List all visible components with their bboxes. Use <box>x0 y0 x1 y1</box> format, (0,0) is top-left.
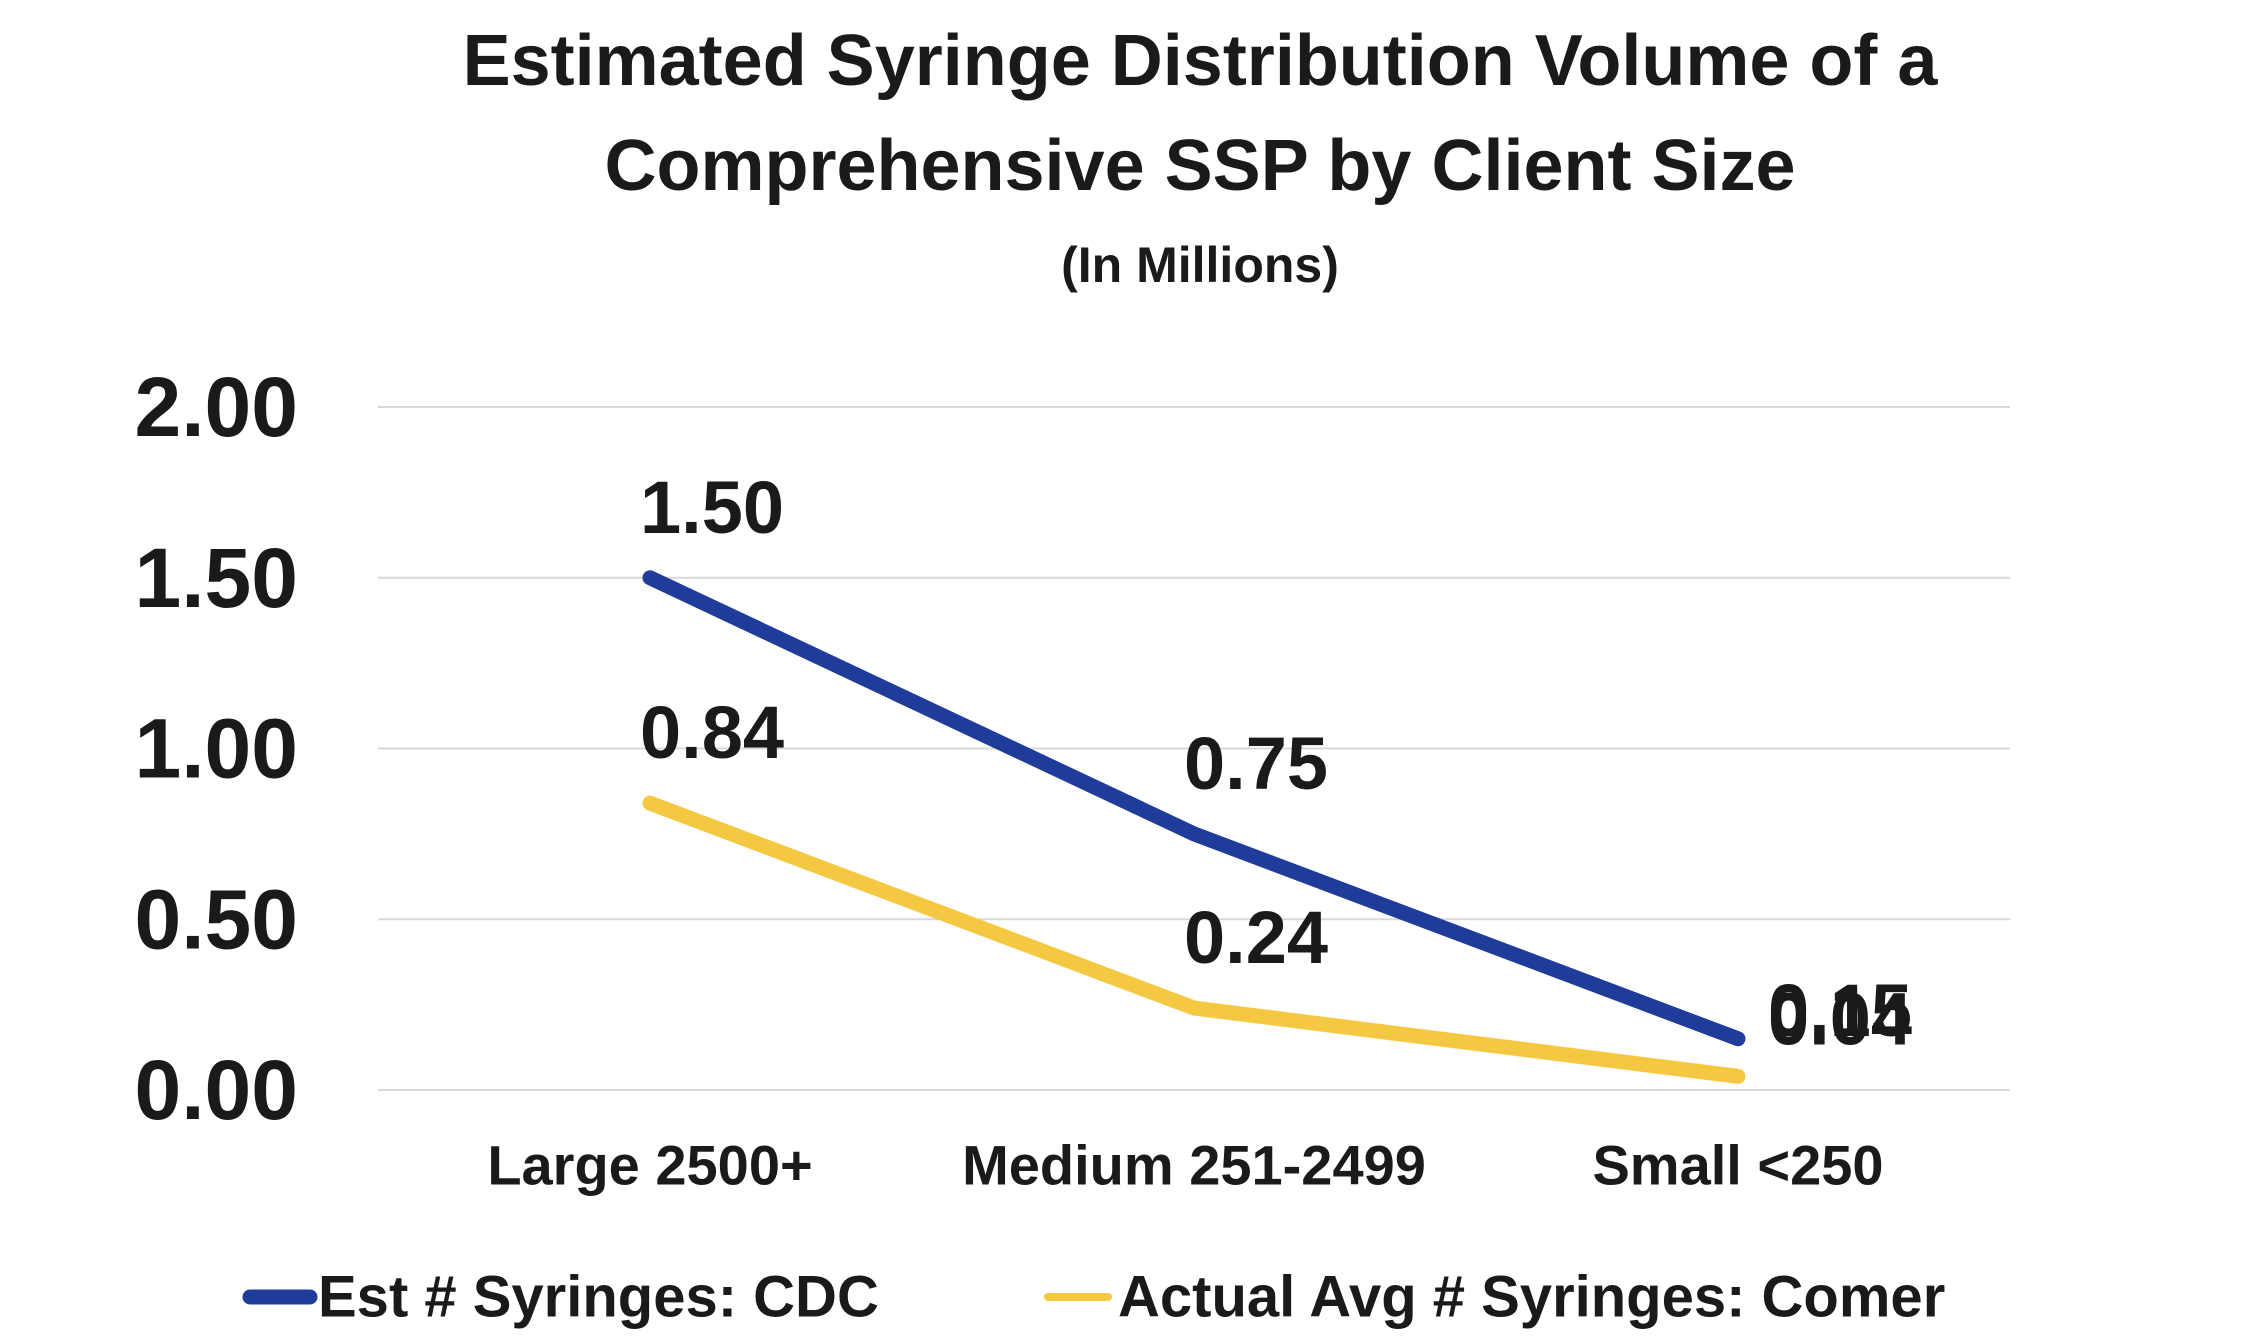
y-tick-label: 2.00 <box>135 360 299 454</box>
legend-label-1: Est # Syringes: CDC <box>318 1265 879 1330</box>
series-lines <box>642 570 1746 1084</box>
data-label: 0.15 <box>1768 969 1912 1052</box>
series-line-1 <box>642 570 1746 1047</box>
chart-title-line-1: Estimated Syringe Distribution Volume of… <box>463 21 1939 101</box>
data-label: 0.75 <box>1184 722 1328 805</box>
y-tick-label: 1.00 <box>135 702 299 796</box>
data-label: 0.24 <box>1184 896 1328 979</box>
data-labels: 1.50 0.75 0.15 0.84 0.24 0.04 <box>640 466 1912 1061</box>
y-tick-label: 0.00 <box>135 1043 299 1137</box>
x-axis-ticks: Large 2500+ Medium 251-2499 Small <250 <box>487 1134 1883 1197</box>
y-axis-ticks: 0.00 0.50 1.00 1.50 2.00 <box>135 360 299 1137</box>
x-tick-label: Large 2500+ <box>487 1134 812 1197</box>
data-label: 0.04 <box>1768 977 1912 1060</box>
y-tick-label: 0.50 <box>135 872 299 966</box>
data-label: 0.84 <box>640 691 784 774</box>
legend-label-2: Actual Avg # Syringes: Comer <box>1118 1265 1945 1330</box>
data-label: 1.50 <box>640 466 784 549</box>
legend: Est # Syringes: CDC Actual Avg # Syringes… <box>242 1265 1945 1330</box>
y-tick-label: 1.50 <box>135 531 299 625</box>
x-tick-label: Medium 251-2499 <box>962 1134 1426 1197</box>
chart-title-line-2: Comprehensive SSP by Client Size <box>604 126 1795 206</box>
series-line-2 <box>642 795 1746 1084</box>
x-tick-label: Small <250 <box>1592 1134 1883 1197</box>
chart-title: Estimated Syringe Distribution Volume of… <box>463 21 1939 206</box>
chart-subtitle: (In Millions) <box>1061 237 1339 293</box>
